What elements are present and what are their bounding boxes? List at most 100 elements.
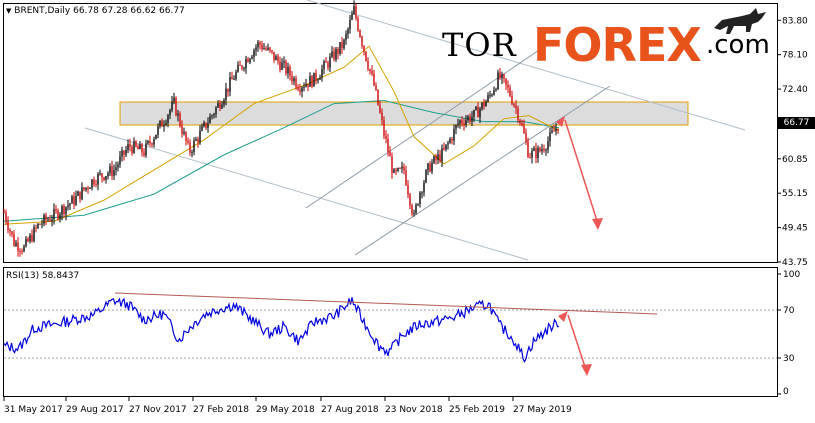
candle <box>53 203 55 225</box>
rsi-trendline[interactable] <box>114 292 658 315</box>
candle <box>321 64 323 82</box>
candle-body <box>261 44 263 50</box>
price-tick-label: 72.40 <box>782 85 808 95</box>
candle-body <box>259 42 261 45</box>
candle-body <box>525 133 527 142</box>
candle-body <box>351 14 353 20</box>
candle-body <box>293 78 295 82</box>
candle <box>167 113 169 128</box>
candle <box>77 190 79 197</box>
candle-body <box>285 61 287 74</box>
rising-channel-upper[interactable] <box>305 43 549 209</box>
candle-body <box>275 56 277 61</box>
candle <box>335 46 337 62</box>
candle <box>371 65 373 77</box>
candle <box>33 224 35 243</box>
candle <box>251 54 253 60</box>
upper-channel-line[interactable] <box>306 0 746 131</box>
candle-body <box>457 123 459 126</box>
candle <box>305 78 307 88</box>
candle-body <box>375 85 377 90</box>
candle <box>133 137 135 154</box>
candle <box>285 59 287 76</box>
candle-body <box>295 78 297 88</box>
candle <box>263 43 265 50</box>
candle-body <box>405 170 407 185</box>
candle-body <box>123 150 125 155</box>
date-axis: 31 May 2017 29 Aug 2017 27 Nov 2017 27 Feb … <box>3 397 572 415</box>
candle-body <box>247 59 249 63</box>
candle-body <box>553 130 555 132</box>
candle-body <box>39 223 41 225</box>
forecast-arrow-rsi[interactable] <box>558 311 592 376</box>
candle-body <box>111 166 113 176</box>
candle <box>241 64 243 71</box>
candle-body <box>437 154 439 160</box>
candle-body <box>199 130 201 143</box>
candle <box>331 46 333 59</box>
candle <box>493 86 495 96</box>
candle <box>365 50 367 62</box>
candle <box>511 90 513 106</box>
candle-body <box>451 138 453 141</box>
candle-body <box>471 116 473 122</box>
candle-body <box>49 219 51 222</box>
candle-body <box>235 71 237 79</box>
candle-body <box>207 123 209 128</box>
candle <box>495 87 497 92</box>
candle <box>9 228 11 237</box>
candle <box>239 60 241 66</box>
price-tick-label: 78.10 <box>782 51 808 61</box>
candle <box>439 149 441 163</box>
candle-body <box>65 206 67 215</box>
candle <box>507 80 509 94</box>
candle-body <box>495 89 497 91</box>
candle-body <box>345 33 347 40</box>
candle-body <box>535 148 537 159</box>
candle <box>269 47 271 53</box>
candle-body <box>393 169 395 173</box>
candle <box>421 191 423 199</box>
candle <box>261 40 263 52</box>
candle-body <box>343 39 345 49</box>
candle <box>13 230 15 247</box>
candle-body <box>73 196 75 205</box>
current-price-badge: 66.77 <box>778 117 815 130</box>
candle-body <box>153 139 155 145</box>
candle-body <box>195 139 197 141</box>
candle <box>451 137 453 145</box>
candle <box>345 30 347 45</box>
candle <box>557 128 559 134</box>
rsi-label: RSI(13) 58.8437 <box>6 271 80 281</box>
candle-body <box>315 72 317 81</box>
candle <box>413 209 415 217</box>
candle-body <box>365 51 367 61</box>
collapse-triangle-icon[interactable]: ▼ <box>6 7 12 15</box>
candle <box>295 75 297 90</box>
candle <box>273 51 275 63</box>
candle <box>121 146 123 162</box>
forecast-arrow-main[interactable] <box>556 116 603 230</box>
candle <box>281 58 283 71</box>
candle <box>343 38 345 51</box>
candle-body <box>41 223 43 225</box>
candle <box>469 113 471 125</box>
candle <box>63 203 65 218</box>
candle <box>499 68 501 80</box>
candle <box>419 191 421 208</box>
candle <box>297 84 299 92</box>
candle <box>423 179 425 197</box>
lower-channel-line[interactable] <box>84 127 529 261</box>
candle <box>73 192 75 209</box>
date-tick-label: 27 Feb 2018 <box>193 405 249 415</box>
candle <box>369 68 371 75</box>
candle <box>83 186 85 192</box>
rsi-axis: 100 70 30 0 <box>777 270 800 397</box>
candle <box>341 37 343 55</box>
candle-body <box>115 167 117 170</box>
candle-body <box>75 195 77 205</box>
rsi-line <box>3 297 560 363</box>
rising-channel-lower[interactable] <box>354 85 611 256</box>
candle <box>171 95 173 113</box>
